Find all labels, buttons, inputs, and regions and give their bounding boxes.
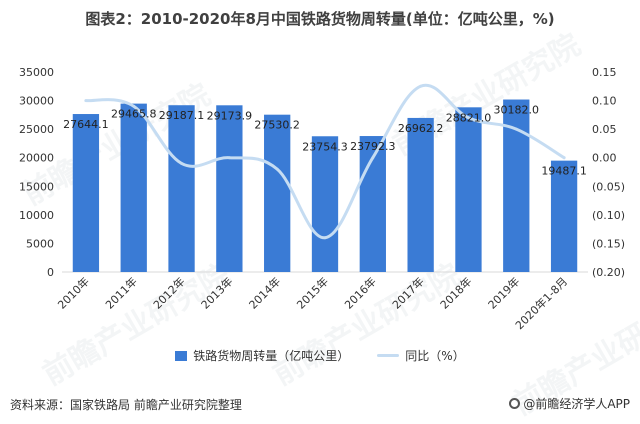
x-axis-tick-label: 2018年 — [437, 274, 474, 311]
bar-value-label: 19487.1 — [541, 165, 587, 178]
legend-item-bar: 铁路货物周转量（亿吨公里） — [175, 347, 349, 364]
bar-value-label: 29187.1 — [159, 109, 205, 122]
bar — [550, 160, 578, 272]
bar — [120, 103, 147, 273]
y-axis-tick-label: 20000 — [19, 152, 54, 165]
y-axis-tick-label: 35000 — [19, 66, 54, 79]
x-axis-tick-label: 2017年 — [389, 274, 426, 311]
line-point — [275, 167, 279, 171]
y-axis-tick-label: 0 — [47, 266, 54, 279]
line-point — [466, 116, 470, 120]
bar — [216, 105, 243, 273]
x-axis-tick-label: 2014年 — [246, 274, 283, 311]
bar-value-label: 27530.2 — [254, 119, 300, 132]
x-axis-tick-label: 2015年 — [294, 274, 331, 311]
x-axis-tick-label: 2019年 — [485, 274, 522, 311]
brand-credit: @前瞻经济学人APP — [509, 395, 630, 412]
legend-label-line: 同比（%） — [405, 349, 465, 363]
x-axis-tick-label: 2016年 — [341, 274, 378, 311]
line-point — [227, 156, 231, 160]
y-axis-tick-label: 5000 — [26, 237, 54, 250]
legend-label-bar: 铁路货物周转量（亿吨公里） — [193, 349, 350, 363]
x-axis-tick-label: 2010年 — [55, 274, 92, 311]
bar — [455, 107, 482, 273]
y2-axis-tick-label: 0.10 — [592, 95, 617, 108]
chart-legend: 铁路货物周转量（亿吨公里） 同比（%） — [0, 347, 640, 364]
y2-axis-tick-label: (0.20) — [592, 266, 625, 279]
y2-axis-tick-label: (0.05) — [592, 180, 625, 193]
y2-axis-tick-label: 0.15 — [592, 66, 617, 79]
y2-axis-tick-label: (0.10) — [592, 209, 625, 222]
bar — [72, 114, 100, 272]
legend-swatch-line — [377, 354, 400, 357]
chart-title: 图表2：2010-2020年8月中国铁路货物周转量(单位：亿吨公里，%) — [85, 10, 555, 28]
legend-item-line: 同比（%） — [377, 347, 465, 364]
x-axis-tick-label: 2013年 — [198, 274, 235, 311]
bar-value-label: 23754.3 — [302, 140, 348, 153]
brand-logo-icon — [509, 398, 521, 409]
y2-axis-tick-label: (0.15) — [592, 237, 625, 250]
x-axis-tick-label: 2011年 — [102, 274, 139, 311]
line-point — [514, 127, 518, 131]
bar — [407, 117, 434, 272]
bar-value-label: 23792.3 — [350, 140, 396, 153]
line-point — [371, 156, 375, 160]
line-point — [323, 236, 327, 240]
series-line-yoy — [84, 83, 566, 240]
bar-value-label: 29465.8 — [111, 108, 157, 121]
line-point — [132, 104, 136, 108]
y-axis-tick-label: 10000 — [19, 209, 54, 222]
line-point — [84, 99, 88, 103]
bar-value-label: 27644.1 — [63, 118, 109, 131]
y-axis-tick-label: 15000 — [19, 180, 54, 193]
bar-value-label: 28821.0 — [446, 111, 492, 124]
brand-text: @前瞻经济学人APP — [523, 397, 630, 411]
y-axis-tick-label: 25000 — [19, 123, 54, 136]
y-axis-tick-label: 30000 — [19, 95, 54, 108]
source-note: 资料来源：国家铁路局 前瞻产业研究院整理 — [10, 398, 242, 412]
bar — [311, 136, 339, 272]
y2-axis-tick-label: 0.00 — [592, 152, 617, 165]
x-axis-tick-label: 2012年 — [150, 274, 187, 311]
bar — [264, 114, 291, 272]
line-point — [180, 161, 184, 165]
line-point — [419, 84, 423, 88]
bar-value-label: 30182.0 — [494, 104, 540, 117]
bar-value-label: 26962.2 — [398, 122, 444, 135]
line-point — [562, 156, 566, 160]
bar — [168, 105, 195, 272]
legend-swatch-bar — [175, 350, 188, 361]
bar-value-label: 29173.9 — [207, 109, 253, 122]
y2-axis-tick-label: 0.05 — [592, 123, 617, 136]
